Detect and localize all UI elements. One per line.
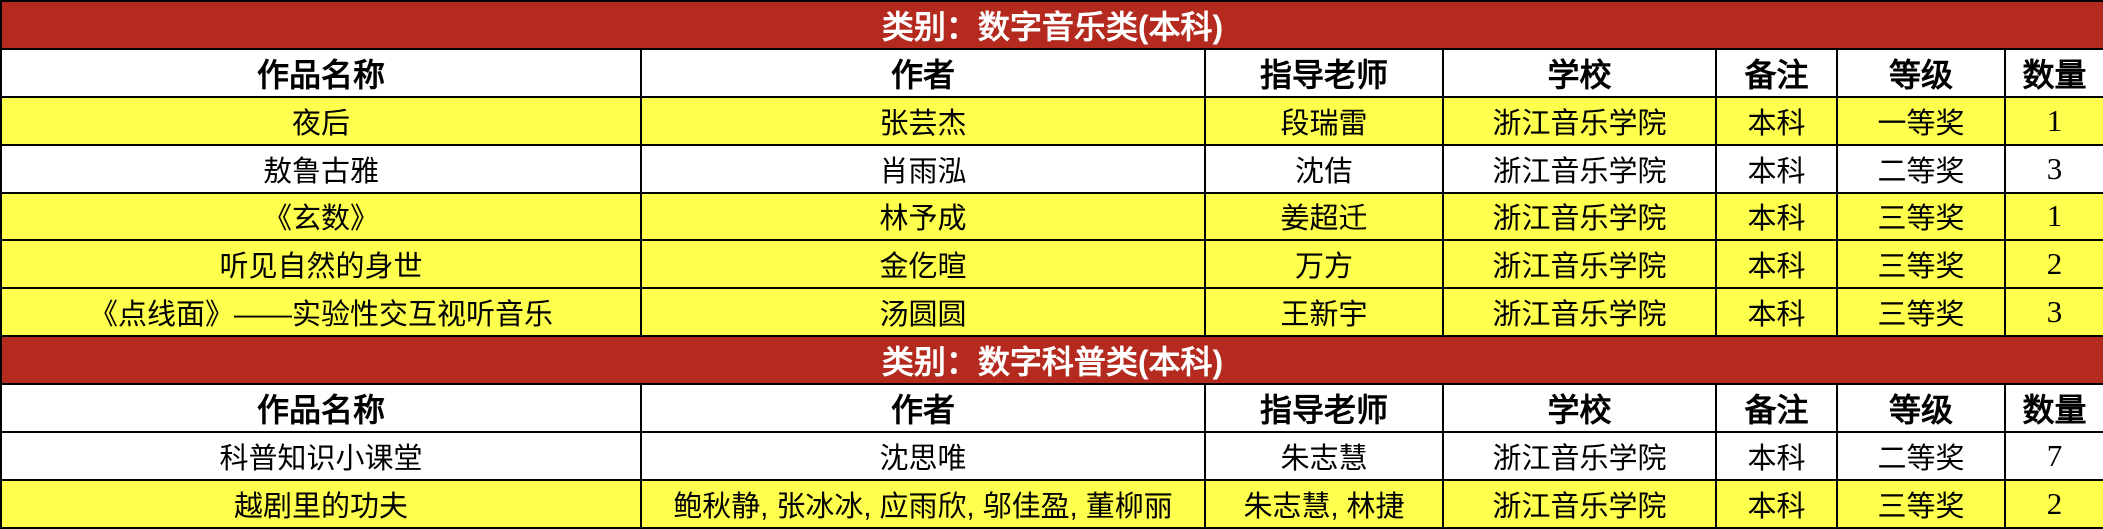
cell-work: 夜后 (0, 96, 642, 146)
cell-author: 张芸杰 (640, 96, 1206, 146)
cell-count: 7 (2003, 430, 2103, 481)
cell-advisor: 沈佶 (1204, 143, 1444, 194)
table-row: 《玄数》 林予成 姜超迁 浙江音乐学院 本科 三等奖 1 (0, 191, 2103, 242)
cell-note: 本科 (1715, 239, 1838, 290)
cell-author: 肖雨泓 (640, 143, 1206, 194)
cell-work: 越剧里的功夫 (0, 478, 642, 529)
cell-work: 敖鲁古雅 (0, 143, 642, 194)
cell-work: 《点线面》——实验性交互视听音乐 (0, 287, 642, 337)
column-header-note: 备注 (1715, 48, 1838, 98)
cell-count: 3 (2003, 143, 2103, 194)
cell-advisor: 王新宇 (1204, 287, 1444, 337)
cell-school: 浙江音乐学院 (1442, 430, 1717, 481)
column-header-advisor: 指导老师 (1204, 382, 1444, 433)
cell-award: 三等奖 (1836, 478, 2006, 529)
cell-count: 3 (2003, 287, 2103, 337)
cell-award: 三等奖 (1836, 287, 2006, 337)
table-row: 《点线面》——实验性交互视听音乐 汤圆圆 王新宇 浙江音乐学院 本科 三等奖 3 (0, 287, 2103, 337)
table-row: 夜后 张芸杰 段瑞雷 浙江音乐学院 本科 一等奖 1 (0, 96, 2103, 146)
column-header-school: 学校 (1442, 382, 1717, 433)
cell-work: 《玄数》 (0, 191, 642, 242)
cell-author: 金仡暄 (640, 239, 1206, 290)
cell-count: 1 (2003, 191, 2103, 242)
column-header-row: 作品名称 作者 指导老师 学校 备注 等级 数量 (0, 48, 2103, 98)
column-header-note: 备注 (1715, 382, 1838, 433)
column-header-advisor: 指导老师 (1204, 48, 1444, 98)
cell-advisor: 万方 (1204, 239, 1444, 290)
column-header-count: 数量 (2003, 48, 2103, 98)
cell-author: 林予成 (640, 191, 1206, 242)
cell-author: 沈思唯 (640, 430, 1206, 481)
section-title: 类别：数字科普类(本科) (0, 334, 2103, 385)
cell-award: 三等奖 (1836, 191, 2006, 242)
cell-note: 本科 (1715, 430, 1838, 481)
cell-advisor: 朱志慧, 林捷 (1204, 478, 1444, 529)
cell-count: 2 (2003, 478, 2103, 529)
cell-note: 本科 (1715, 143, 1838, 194)
cell-school: 浙江音乐学院 (1442, 143, 1717, 194)
cell-work: 科普知识小课堂 (0, 430, 642, 481)
cell-count: 2 (2003, 239, 2103, 290)
cell-author: 鲍秋静, 张冰冰, 应雨欣, 邬佳盈, 董柳丽 (640, 478, 1206, 529)
column-header-work: 作品名称 (0, 48, 642, 98)
table-row: 越剧里的功夫 鲍秋静, 张冰冰, 应雨欣, 邬佳盈, 董柳丽 朱志慧, 林捷 浙… (0, 478, 2103, 529)
column-header-work: 作品名称 (0, 382, 642, 433)
cell-advisor: 姜超迁 (1204, 191, 1444, 242)
cell-work: 听见自然的身世 (0, 239, 642, 290)
cell-advisor: 段瑞雷 (1204, 96, 1444, 146)
cell-count: 1 (2003, 96, 2103, 146)
section-title: 类别：数字音乐类(本科) (0, 0, 2103, 50)
cell-award: 三等奖 (1836, 239, 2006, 290)
column-header-award: 等级 (1836, 48, 2006, 98)
column-header-school: 学校 (1442, 48, 1717, 98)
section-title-row: 类别：数字科普类(本科) (0, 334, 2103, 385)
cell-award: 二等奖 (1836, 143, 2006, 194)
column-header-row: 作品名称 作者 指导老师 学校 备注 等级 数量 (0, 382, 2103, 433)
cell-school: 浙江音乐学院 (1442, 96, 1717, 146)
cell-note: 本科 (1715, 287, 1838, 337)
column-header-count: 数量 (2003, 382, 2103, 433)
column-header-author: 作者 (640, 48, 1206, 98)
cell-note: 本科 (1715, 191, 1838, 242)
table-row: 听见自然的身世 金仡暄 万方 浙江音乐学院 本科 三等奖 2 (0, 239, 2103, 290)
table-row: 科普知识小课堂 沈思唯 朱志慧 浙江音乐学院 本科 二等奖 7 (0, 430, 2103, 481)
cell-school: 浙江音乐学院 (1442, 239, 1717, 290)
table-row: 敖鲁古雅 肖雨泓 沈佶 浙江音乐学院 本科 二等奖 3 (0, 143, 2103, 194)
cell-award: 一等奖 (1836, 96, 2006, 146)
cell-advisor: 朱志慧 (1204, 430, 1444, 481)
cell-school: 浙江音乐学院 (1442, 478, 1717, 529)
cell-school: 浙江音乐学院 (1442, 191, 1717, 242)
cell-school: 浙江音乐学院 (1442, 287, 1717, 337)
cell-author: 汤圆圆 (640, 287, 1206, 337)
cell-note: 本科 (1715, 478, 1838, 529)
cell-note: 本科 (1715, 96, 1838, 146)
cell-award: 二等奖 (1836, 430, 2006, 481)
section-title-row: 类别：数字音乐类(本科) (0, 0, 2103, 50)
column-header-award: 等级 (1836, 382, 2006, 433)
column-header-author: 作者 (640, 382, 1206, 433)
